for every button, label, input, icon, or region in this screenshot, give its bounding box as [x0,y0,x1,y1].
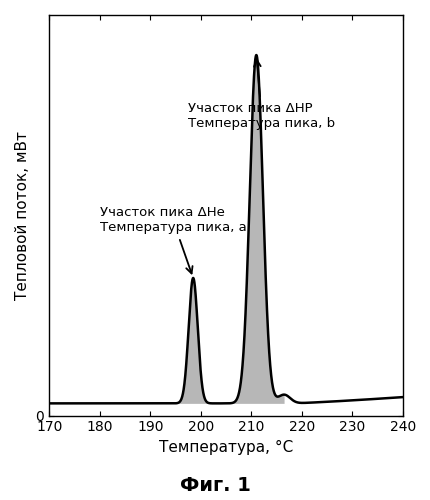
Y-axis label: Тепловой поток, мВт: Тепловой поток, мВт [15,131,30,300]
X-axis label: Температура, °C: Температура, °C [159,440,292,455]
Text: Участок пика ΔНР
Температура пика, b: Участок пика ΔНР Температура пика, b [187,60,335,130]
Text: Фиг. 1: Фиг. 1 [180,476,250,495]
Text: Участок пика ΔНе
Температура пика, a: Участок пика ΔНе Температура пика, a [99,206,246,274]
